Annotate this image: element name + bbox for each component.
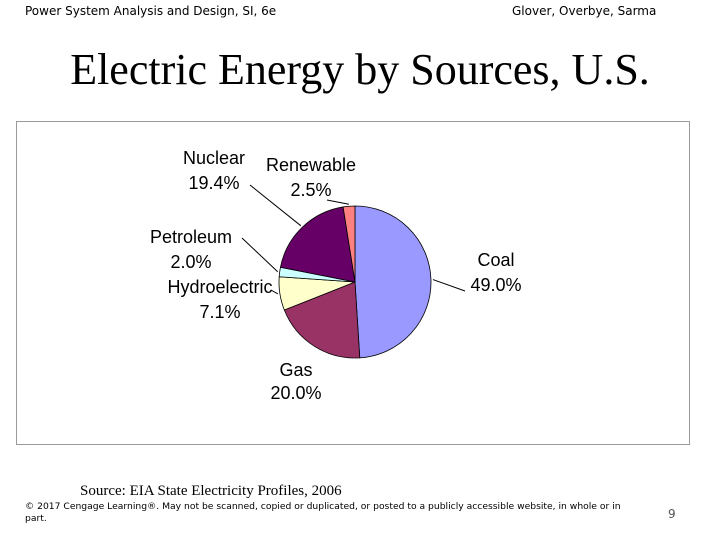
header-authors: Glover, Overbye, Sarma: [512, 4, 657, 18]
leader-line-hydroelectric: [270, 289, 279, 295]
leader-line-coal: [432, 279, 466, 292]
pie-slice-nuclear: [279, 206, 356, 283]
slice-value-gas: 20.0%: [270, 383, 321, 403]
leader-line-nuclear: [249, 184, 302, 227]
slice-label-hydroelectric: Hydroelectric: [167, 277, 272, 297]
slice-value-petroleum: 2.0%: [170, 252, 211, 272]
slice-value-coal: 49.0%: [470, 275, 521, 295]
leader-line-petroleum: [241, 237, 279, 273]
slice-label-gas: Gas: [279, 360, 312, 380]
slide-title: Electric Energy by Sources, U.S.: [70, 45, 650, 94]
slice-value-hydroelectric: 7.1%: [199, 302, 240, 322]
header-course-title: Power System Analysis and Design, SI, 6e: [25, 4, 277, 18]
slice-value-nuclear: 19.4%: [188, 173, 239, 193]
slice-label-nuclear: Nuclear: [183, 148, 245, 168]
source-note: Source: EIA State Electricity Profiles, …: [80, 483, 342, 499]
slice-label-petroleum: Petroleum: [150, 227, 232, 247]
slice-label-renewable: Renewable: [266, 155, 356, 175]
pie-slice-renewable: [342, 205, 356, 283]
pie-slice-gas: [283, 281, 361, 359]
slice-label-coal: Coal: [477, 250, 514, 270]
slice-value-renewable: 2.5%: [290, 180, 331, 200]
page-number: 9: [668, 507, 676, 521]
copyright-notice: © 2017 Cengage Learning®. May not be sca…: [25, 501, 621, 524]
leader-line-renewable: [326, 199, 349, 205]
pie-slice-coal: [354, 205, 432, 359]
